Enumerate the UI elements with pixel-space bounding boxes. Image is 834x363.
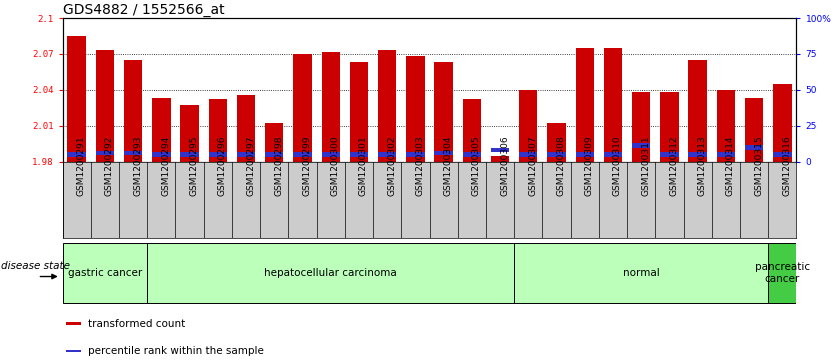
Bar <box>575 48 594 162</box>
Bar <box>68 152 86 157</box>
Bar <box>152 152 170 157</box>
Text: GSM1200292: GSM1200292 <box>105 135 114 196</box>
Bar <box>515 243 768 303</box>
Bar <box>294 54 312 162</box>
Bar <box>208 99 227 162</box>
Text: GDS4882 / 1552566_at: GDS4882 / 1552566_at <box>63 3 224 17</box>
Text: GSM1200304: GSM1200304 <box>444 135 453 196</box>
Text: GSM1200303: GSM1200303 <box>415 135 425 196</box>
Text: percentile rank within the sample: percentile rank within the sample <box>88 346 264 356</box>
Text: GSM1200296: GSM1200296 <box>218 135 227 196</box>
Bar <box>148 243 515 303</box>
Text: GSM1200314: GSM1200314 <box>726 135 735 196</box>
Text: GSM1200310: GSM1200310 <box>613 135 622 196</box>
Bar <box>152 98 170 162</box>
Bar <box>124 60 143 162</box>
Bar <box>322 152 340 157</box>
Bar <box>349 62 368 162</box>
Bar <box>237 152 255 157</box>
Bar <box>745 145 763 150</box>
Bar <box>63 243 148 303</box>
Bar <box>575 152 594 157</box>
Bar <box>435 151 453 155</box>
Text: GSM1200301: GSM1200301 <box>359 135 368 196</box>
Text: gastric cancer: gastric cancer <box>68 268 142 278</box>
Text: GSM1200315: GSM1200315 <box>754 135 763 196</box>
Text: GSM1200316: GSM1200316 <box>782 135 791 196</box>
Bar <box>96 151 114 155</box>
Bar <box>294 152 312 157</box>
Bar <box>66 350 81 352</box>
Text: GSM1200300: GSM1200300 <box>331 135 339 196</box>
Bar <box>768 243 796 303</box>
Text: GSM1200307: GSM1200307 <box>528 135 537 196</box>
Text: GSM1200298: GSM1200298 <box>274 135 284 196</box>
Text: GSM1200312: GSM1200312 <box>670 135 678 196</box>
Text: GSM1200306: GSM1200306 <box>500 135 509 196</box>
Bar <box>773 152 791 157</box>
Bar <box>322 52 340 162</box>
Bar <box>547 152 565 157</box>
Bar <box>463 152 481 157</box>
Bar <box>519 152 537 157</box>
Bar <box>68 36 86 162</box>
Bar <box>491 156 510 162</box>
Bar <box>689 60 707 162</box>
Bar <box>406 56 425 162</box>
Text: transformed count: transformed count <box>88 319 185 329</box>
Bar <box>378 50 396 162</box>
Text: normal: normal <box>623 268 660 278</box>
Bar <box>547 123 565 162</box>
Text: GSM1200299: GSM1200299 <box>303 135 311 196</box>
Bar <box>716 90 735 162</box>
Text: GSM1200293: GSM1200293 <box>133 135 142 196</box>
Bar <box>237 95 255 162</box>
Bar <box>604 152 622 157</box>
Bar <box>66 322 81 325</box>
Text: GSM1200291: GSM1200291 <box>77 135 86 196</box>
Bar <box>265 123 284 162</box>
Text: disease state: disease state <box>1 261 70 272</box>
Bar <box>180 152 198 157</box>
Text: hepatocellular carcinoma: hepatocellular carcinoma <box>264 268 397 278</box>
Bar <box>519 90 537 162</box>
Text: GSM1200308: GSM1200308 <box>556 135 565 196</box>
Bar <box>96 50 114 162</box>
Bar <box>632 143 651 148</box>
Bar <box>661 92 679 162</box>
Text: GSM1200309: GSM1200309 <box>585 135 594 196</box>
Text: GSM1200313: GSM1200313 <box>698 135 706 196</box>
Text: GSM1200297: GSM1200297 <box>246 135 255 196</box>
Bar <box>745 98 763 162</box>
Text: GSM1200311: GSM1200311 <box>641 135 651 196</box>
Bar <box>180 105 198 162</box>
Bar <box>124 151 143 155</box>
Bar <box>265 152 284 157</box>
Bar <box>716 152 735 157</box>
Bar <box>661 152 679 157</box>
Text: pancreatic
cancer: pancreatic cancer <box>755 262 810 284</box>
Bar <box>689 152 707 157</box>
Bar <box>632 92 651 162</box>
Bar <box>378 152 396 157</box>
Bar <box>604 48 622 162</box>
Text: GSM1200302: GSM1200302 <box>387 135 396 196</box>
Bar <box>406 152 425 157</box>
Bar <box>349 152 368 157</box>
Bar <box>435 62 453 162</box>
Bar <box>773 84 791 162</box>
Bar <box>491 148 510 152</box>
Bar <box>463 99 481 162</box>
Text: GSM1200295: GSM1200295 <box>189 135 198 196</box>
Bar <box>208 152 227 157</box>
Text: GSM1200294: GSM1200294 <box>161 135 170 196</box>
Text: GSM1200305: GSM1200305 <box>472 135 481 196</box>
